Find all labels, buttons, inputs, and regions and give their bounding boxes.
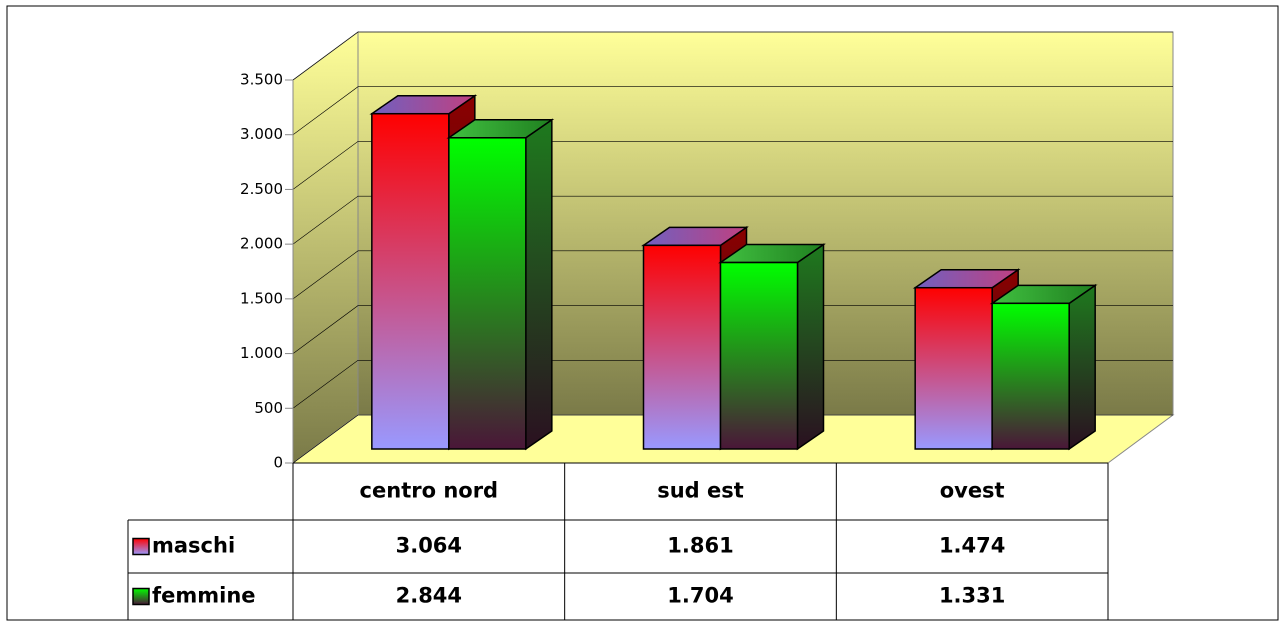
bar-side	[525, 118, 553, 451]
y-tick-label: 0	[273, 454, 283, 472]
value-label: 1.331	[939, 584, 1005, 608]
bar-side	[1068, 283, 1096, 451]
bar	[991, 302, 1070, 450]
bar	[719, 261, 799, 450]
value-label: 1.474	[939, 534, 1005, 558]
value-label: 3.064	[396, 534, 462, 558]
grid-line	[292, 31, 1173, 81]
category-label: ovest	[940, 479, 1005, 503]
value-label: 1.704	[667, 584, 733, 608]
grid-line	[292, 414, 1173, 464]
y-tick-label: 3.000	[240, 125, 283, 143]
value-label: 2.844	[396, 584, 462, 608]
legend-key	[132, 587, 150, 606]
category-label: sud est	[657, 479, 744, 503]
y-tick-label: 500	[254, 399, 283, 417]
value-label: 1.861	[667, 534, 733, 558]
y-tick-label: 2.000	[240, 235, 283, 253]
y-tick-label: 3.500	[240, 71, 283, 89]
y-tick-label: 1.000	[240, 344, 283, 362]
bar	[371, 112, 450, 450]
category-label: centro nord	[360, 479, 499, 503]
grid-line	[292, 250, 1173, 300]
side-wall	[292, 31, 359, 464]
y-tick-label: 1.500	[240, 289, 283, 307]
legend-label: maschi	[152, 534, 235, 558]
bar	[642, 244, 722, 450]
grid-line	[292, 195, 1173, 245]
grid-line	[292, 141, 1173, 190]
y-tick-label: 2.500	[240, 180, 283, 198]
bar	[914, 286, 993, 450]
bar-side	[796, 243, 825, 451]
legend-label: femmine	[152, 584, 256, 608]
grid-line	[292, 86, 1173, 135]
grid-line	[292, 305, 1173, 354]
bar	[448, 137, 527, 450]
legend-key	[132, 537, 150, 556]
grid-line	[292, 359, 1173, 409]
